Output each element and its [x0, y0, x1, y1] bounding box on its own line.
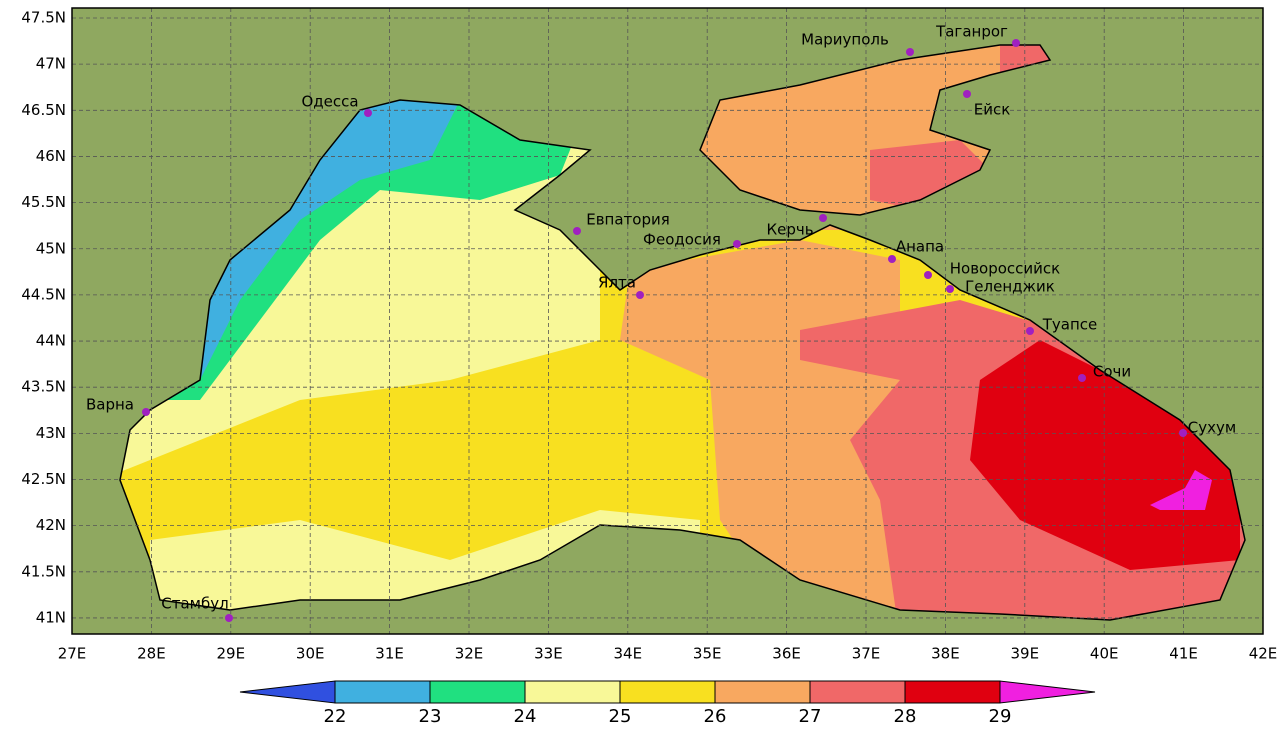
city-dot: [142, 408, 150, 416]
colorbar-segment: [334, 680, 431, 704]
city-label: Туапсе: [1042, 316, 1098, 334]
colorbar-segment: [429, 680, 526, 704]
city-dot: [1012, 39, 1020, 47]
city-label: Варна: [86, 396, 134, 414]
lon-tick-label: 31E: [375, 645, 404, 663]
city-dot: [636, 291, 644, 299]
lon-tick-label: 28E: [137, 645, 166, 663]
lon-tick-label: 41E: [1169, 645, 1198, 663]
colorbar-segment: [809, 680, 906, 704]
city-label: Ялта: [598, 274, 636, 292]
zone: [870, 45, 1060, 210]
lon-tick-label: 29E: [217, 645, 246, 663]
lat-tick-label: 45N: [36, 239, 66, 257]
lon-tick-label: 38E: [931, 645, 960, 663]
city-dot: [573, 227, 581, 235]
lat-tick-label: 46N: [36, 147, 66, 165]
colorbar-label: 27: [799, 706, 822, 726]
city-dot: [1179, 429, 1187, 437]
city-label: Мариуполь: [801, 31, 889, 49]
lon-tick-label: 36E: [772, 645, 801, 663]
colorbar-label: 22: [324, 706, 347, 726]
city-dot: [733, 240, 741, 248]
city-dot: [906, 48, 914, 56]
city-label: Керчь: [766, 221, 813, 239]
city-dot: [1026, 327, 1034, 335]
zone: [1150, 470, 1212, 510]
city-label: Феодосия: [643, 231, 721, 249]
city-dot: [225, 614, 233, 622]
city-label: Стамбул: [161, 595, 228, 613]
lat-tick-label: 44.5N: [21, 285, 66, 303]
city-label: Ейск: [974, 101, 1011, 119]
lat-tick-label: 42N: [36, 516, 66, 534]
lon-tick-label: 40E: [1090, 645, 1119, 663]
colorbar-label: 28: [894, 706, 917, 726]
colorbar-label: 26: [704, 706, 727, 726]
colorbar-segment: [714, 680, 811, 704]
colorbar-segment: [904, 680, 1001, 704]
lat-tick-label: 41.5N: [21, 562, 66, 580]
colorbar-label: 24: [514, 706, 537, 726]
lon-tick-label: 39E: [1011, 645, 1040, 663]
lon-tick-label: 30E: [296, 645, 325, 663]
lat-tick-label: 47.5N: [21, 9, 66, 27]
city-dot: [888, 255, 896, 263]
colorbar-segment: [239, 680, 336, 704]
colorbar-label: 29: [989, 706, 1012, 726]
colorbar-label: 25: [609, 706, 632, 726]
city-label: Сочи: [1093, 363, 1131, 381]
lon-tick-label: 37E: [852, 645, 881, 663]
lat-tick-label: 42.5N: [21, 470, 66, 488]
lon-tick-label: 35E: [693, 645, 722, 663]
city-label: Одесса: [301, 93, 358, 111]
frame: [71, 7, 1264, 635]
colorbar-segment: [524, 680, 621, 704]
city-dot: [819, 214, 827, 222]
lon-tick-label: 33E: [534, 645, 563, 663]
city-dot: [963, 90, 971, 98]
coastline: [119, 44, 1246, 621]
city-label: Евпатория: [586, 211, 670, 229]
zone: [970, 340, 1240, 570]
city-label: Новороссийск: [950, 260, 1060, 278]
city-dot: [1078, 374, 1086, 382]
city-label: Анапа: [896, 238, 944, 256]
lon-tick-label: 42E: [1249, 645, 1278, 663]
lat-tick-label: 47N: [36, 55, 66, 73]
lat-tick-label: 43.5N: [21, 378, 66, 396]
lon-tick-label: 34E: [614, 645, 643, 663]
lon-tick-label: 27E: [58, 645, 87, 663]
lat-tick-label: 41N: [36, 608, 66, 626]
city-dot: [364, 109, 372, 117]
lat-tick-label: 46.5N: [21, 101, 66, 119]
city-dot: [946, 285, 954, 293]
city-label: Сухум: [1188, 419, 1236, 437]
city-dot: [924, 271, 932, 279]
colorbar-segment: [619, 680, 716, 704]
colorbar-label: 23: [419, 706, 442, 726]
colorbar-segment: [999, 680, 1096, 704]
city-label: Таганрог: [935, 23, 1008, 41]
lon-tick-label: 32E: [455, 645, 484, 663]
lat-tick-label: 45.5N: [21, 193, 66, 211]
city-label: Геленджик: [965, 278, 1055, 296]
lat-tick-label: 43N: [36, 424, 66, 442]
lat-tick-label: 44N: [36, 332, 66, 350]
